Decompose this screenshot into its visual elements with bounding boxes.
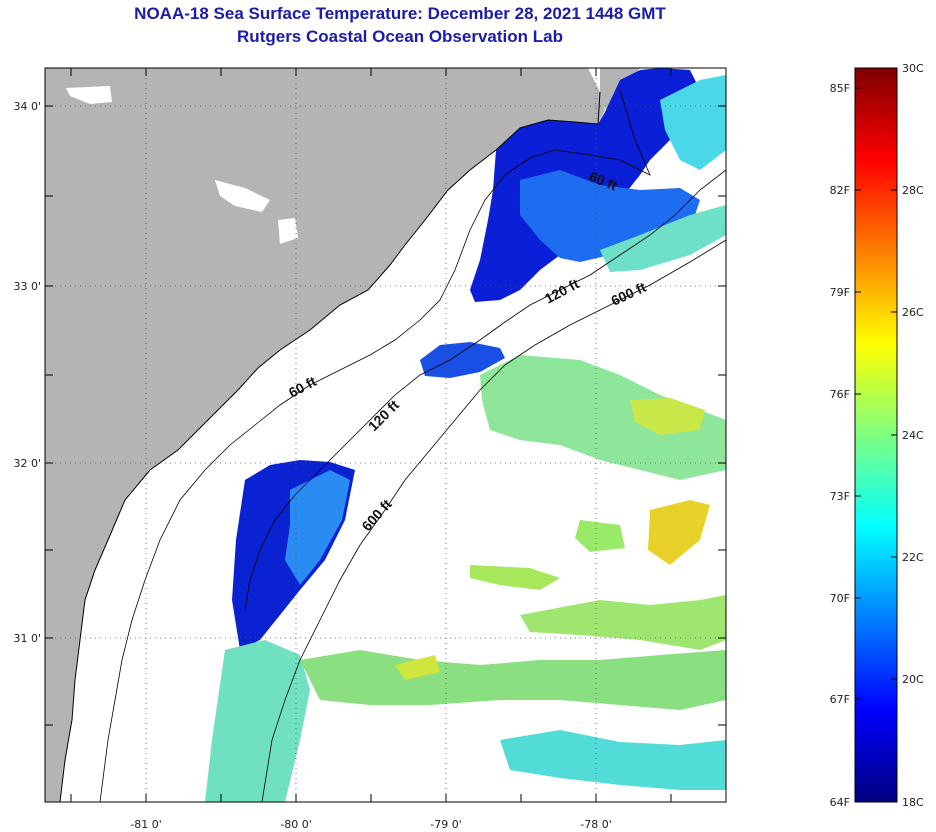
colorbar-c-label: 22C	[902, 551, 924, 564]
sst-green-patch	[520, 595, 726, 650]
lake	[66, 86, 112, 104]
x-tick-label: -79 0'	[430, 818, 462, 831]
sst-mid-south	[285, 470, 350, 585]
x-tick-label: -80 0'	[280, 818, 312, 831]
sst-cold-band	[420, 342, 505, 378]
colorbar-c-label: 28C	[902, 184, 924, 197]
sst-cyan-north	[660, 75, 726, 170]
colorbar-c-label: 30C	[902, 62, 924, 75]
sst-green-sw	[205, 640, 310, 802]
y-tick-label: 32 0'	[13, 457, 41, 470]
colorbar-f-label: 85F	[830, 82, 850, 95]
colorbar-f-label: 73F	[830, 490, 850, 503]
y-tick-label: 33 0'	[13, 280, 41, 293]
x-tick-label: -78 0'	[580, 818, 612, 831]
colorbar-c-label: 26C	[902, 306, 924, 319]
map-title: NOAA-18 Sea Surface Temperature: Decembe…	[134, 4, 666, 23]
sst-green-central	[480, 355, 726, 480]
sst-yellow-central	[630, 398, 705, 435]
contour-600ft	[261, 239, 726, 802]
land-mass	[45, 68, 605, 802]
contour-60ft	[99, 89, 651, 802]
colorbar-ticks	[855, 67, 897, 700]
axis-ticks	[45, 68, 726, 802]
colorbar-c-label: 20C	[902, 673, 924, 686]
colorbar-f-label: 79F	[830, 286, 850, 299]
sst-cyan-ne	[600, 205, 726, 272]
sst-green-east	[575, 520, 625, 552]
x-tick-label: -81 0'	[130, 818, 162, 831]
colorbar-f-label: 82F	[830, 184, 850, 197]
sst-cyan-south	[500, 730, 726, 790]
sst-yellow-south	[395, 655, 440, 680]
map-subtitle: Rutgers Coastal Ocean Observation Lab	[237, 27, 563, 46]
sst-green-patch	[470, 565, 560, 590]
colorbar-gradient	[854, 67, 898, 803]
contour-120ft	[244, 169, 726, 611]
colorbar-c-label: 24C	[902, 429, 924, 442]
y-tick-label: 34 0'	[13, 100, 41, 113]
colorbar-f-label: 67F	[830, 693, 850, 706]
sst-yellow-east	[648, 500, 710, 565]
lake	[215, 180, 270, 212]
lake	[278, 218, 298, 244]
coastline	[59, 91, 601, 802]
colorbar-c-label: 18C	[902, 796, 924, 809]
map-plot-area: 60 ft 60 ft 120 ft 120 ft 600 ft 600 ft	[45, 68, 726, 802]
colorbar-f-label: 70F	[830, 592, 850, 605]
y-tick-label: 31 0'	[13, 632, 41, 645]
colorbar-f-label: 76F	[830, 388, 850, 401]
colorbar-f-label: 64F	[830, 796, 850, 809]
plot-frame	[44, 67, 727, 803]
graticule	[45, 68, 726, 802]
